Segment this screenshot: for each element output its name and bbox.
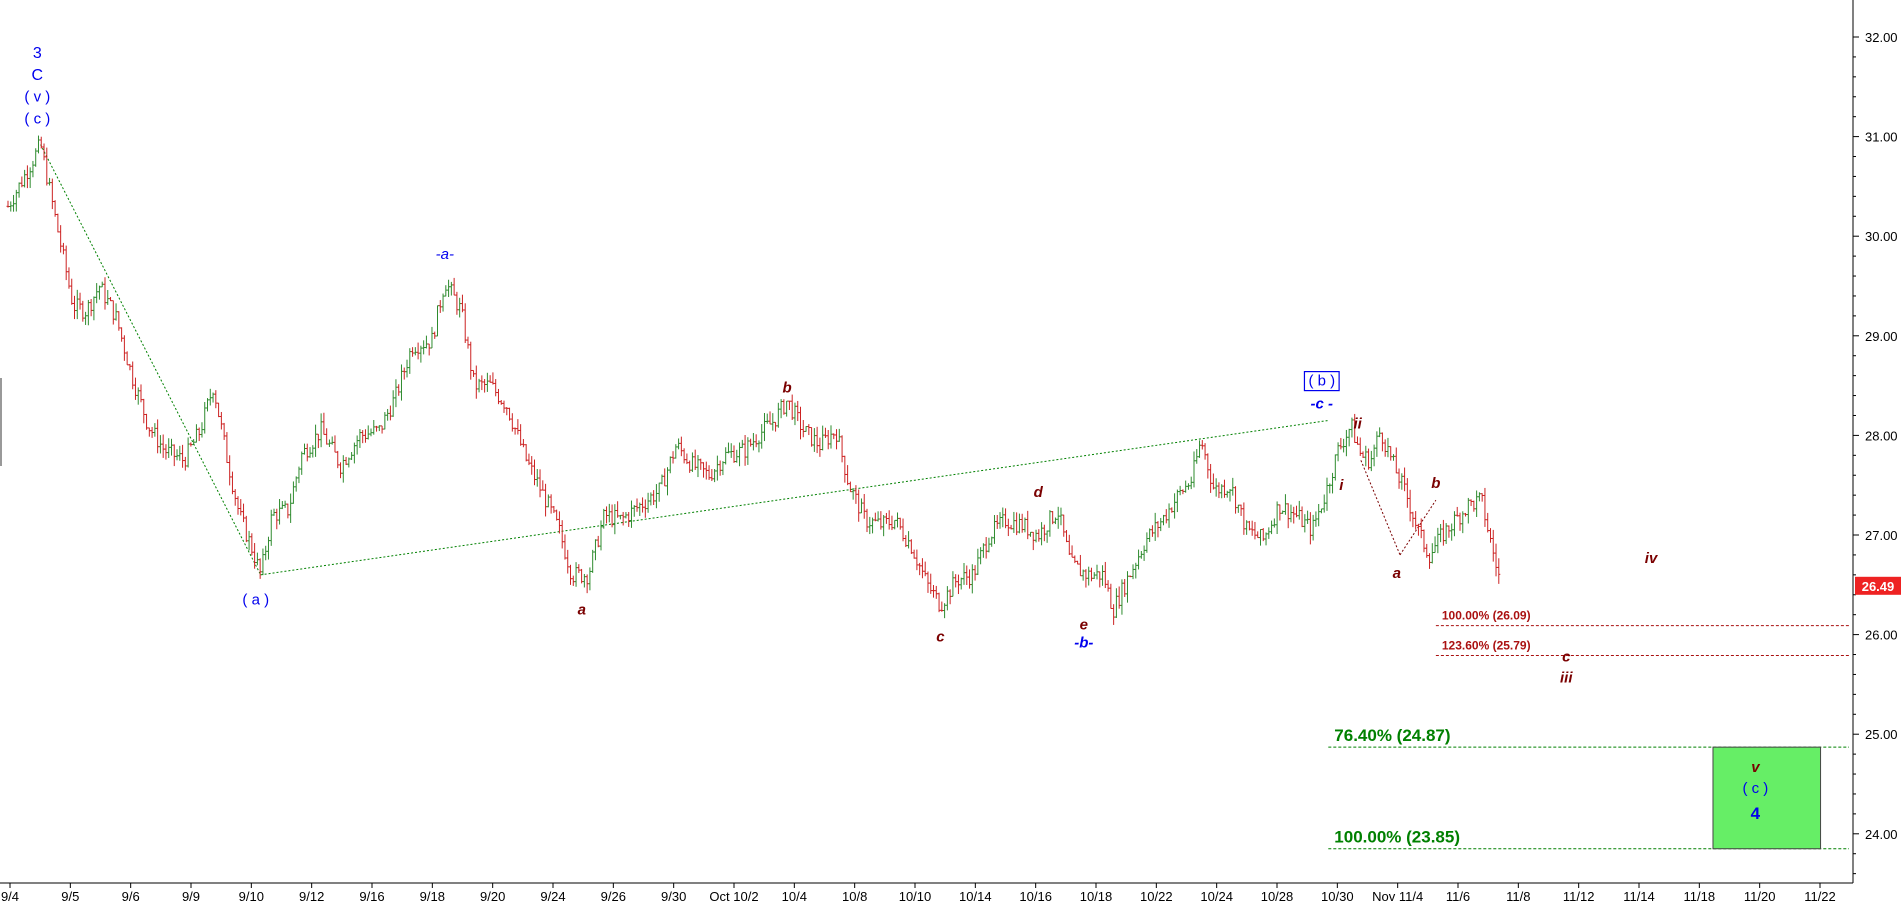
- y-tick-label: 27.00: [1865, 528, 1898, 543]
- fib-level-label: 76.40% (24.87): [1334, 726, 1450, 745]
- x-tick-label: Nov 11/4: [1372, 889, 1423, 904]
- y-tick-label: 28.00: [1865, 428, 1898, 443]
- x-tick-label: 11/6: [1446, 889, 1470, 904]
- wave-label: i: [1339, 477, 1344, 494]
- x-tick-label: 11/8: [1506, 889, 1530, 904]
- x-tick-label: 9/9: [182, 889, 200, 904]
- x-tick-label: 10/10: [899, 889, 932, 904]
- x-tick-label: 9/18: [420, 889, 445, 904]
- x-tick-label: 10/30: [1321, 889, 1354, 904]
- x-tick-label: 10/22: [1140, 889, 1173, 904]
- wave-label: -c -: [1311, 396, 1334, 413]
- last-price-badge: 26.49: [1855, 576, 1901, 595]
- plot-background: [0, 0, 1853, 883]
- x-tick-label: 9/20: [480, 889, 505, 904]
- x-tick-label: 10/18: [1080, 889, 1113, 904]
- trend-line: [40, 144, 262, 576]
- x-tick-label: 9/26: [601, 889, 626, 904]
- fibonacci-levels: 100.00% (26.09) 123.60% (25.79) 76.40% (24…: [1328, 609, 1849, 850]
- wave-label: a: [1393, 565, 1401, 582]
- wave-label: iv: [1645, 550, 1659, 567]
- x-tick-label: 9/5: [61, 889, 79, 904]
- wave-label: v: [1751, 759, 1761, 776]
- x-tick-label: 11/18: [1684, 889, 1716, 904]
- wave-label: ( c ): [1742, 780, 1768, 797]
- x-tick-label: 11/14: [1623, 889, 1655, 904]
- x-tick-label: 9/16: [359, 889, 384, 904]
- x-tick-label: 10/14: [959, 889, 992, 904]
- y-tick-label: 25.00: [1865, 727, 1898, 742]
- x-tick-label: 9/24: [540, 889, 565, 904]
- target-zone: [1712, 746, 1822, 850]
- last-price-value: 26.49: [1862, 579, 1895, 594]
- fib-level-label: 100.00% (26.09): [1442, 609, 1531, 623]
- x-tick-label: 9/12: [299, 889, 324, 904]
- y-tick-label: 26.00: [1865, 628, 1898, 643]
- price-bars: [6, 135, 1501, 625]
- x-tick-label: 9/30: [661, 889, 686, 904]
- wave-label: ii: [1353, 415, 1362, 432]
- y-tick-label: 31.00: [1865, 130, 1898, 145]
- x-tick-label: 10/4: [782, 889, 807, 904]
- y-tick-label: 32.00: [1865, 30, 1898, 45]
- wave-label: d: [1034, 484, 1044, 501]
- wave-label: a: [578, 602, 586, 619]
- y-axis: 32.00 31.00 30.00 29.00 28.00 27.00 26.00 25.00…: [1852, 0, 1898, 883]
- x-tick-label: 10/8: [842, 889, 867, 904]
- trend-line: [1360, 460, 1401, 556]
- x-tick-label: 9/4: [1, 889, 19, 904]
- wave-label: b: [783, 380, 792, 397]
- x-tick-label: 9/10: [239, 889, 264, 904]
- wave-label: C: [32, 67, 44, 84]
- x-tick-label: 11/12: [1563, 889, 1595, 904]
- wave-label-box: [1303, 371, 1340, 392]
- x-tick-label: 9/6: [122, 889, 140, 904]
- last-price-badge-bg: [1855, 576, 1901, 595]
- x-tick-label: 10/28: [1261, 889, 1294, 904]
- x-tick-label: 10/24: [1200, 889, 1233, 904]
- y-tick-label: 24.00: [1865, 827, 1898, 842]
- y-tick-label: 29.00: [1865, 329, 1898, 344]
- wave-label: 3: [33, 45, 42, 62]
- x-tick-label: 10/16: [1019, 889, 1052, 904]
- wave-label: iii: [1560, 669, 1573, 686]
- fib-level-label: 100.00% (23.85): [1334, 828, 1460, 847]
- target-zone-box: [1712, 746, 1822, 850]
- wave-label: -a-: [436, 246, 454, 263]
- wave-label: b: [1431, 475, 1440, 492]
- wave-label: 4: [1751, 804, 1761, 823]
- x-tick-label: 11/20: [1744, 889, 1776, 904]
- wave-label: ( b ): [1308, 373, 1335, 390]
- wave-label: e: [1080, 617, 1088, 634]
- x-tick-label: 11/22: [1804, 889, 1836, 904]
- wave-label: ( v ): [24, 89, 50, 106]
- x-axis: 9/4 9/5 9/6 9/9 9/10 9/12 9/16 9/18 9/20 9/24 9/26…: [0, 882, 1853, 904]
- y-tick-label: 30.00: [1865, 229, 1898, 244]
- wave-label: -b-: [1074, 635, 1093, 652]
- x-tick-label: Oct 10/2: [709, 889, 758, 904]
- wave-label: ( a ): [242, 592, 269, 609]
- wave-label: c: [936, 629, 945, 646]
- left-edge-marker: [0, 378, 2, 466]
- wave-label: c: [1562, 648, 1571, 665]
- wave-label: ( c ): [24, 111, 50, 128]
- fib-level-label: 123.60% (25.79): [1442, 639, 1531, 653]
